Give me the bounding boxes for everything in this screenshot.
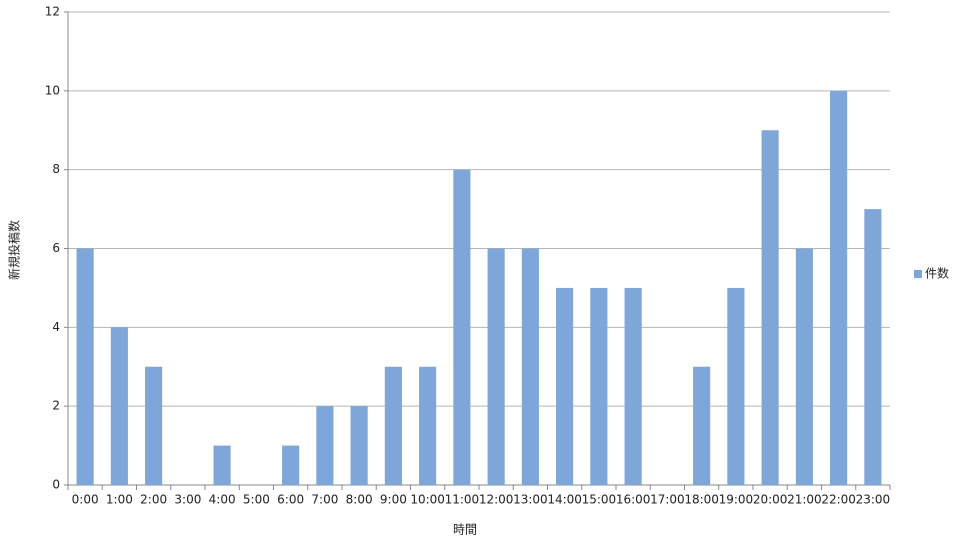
bar <box>487 248 505 485</box>
x-tick-label: 8:00 <box>346 493 373 507</box>
x-tick-label: 14:00 <box>547 493 582 507</box>
bar <box>556 287 574 485</box>
x-tick-label: 16:00 <box>616 493 651 507</box>
y-tick-label: 8 <box>52 162 60 176</box>
x-tick-label: 12:00 <box>479 493 514 507</box>
x-tick-label: 20:00 <box>753 493 788 507</box>
x-tick-label: 4:00 <box>209 493 236 507</box>
bar <box>795 248 813 485</box>
y-tick-label: 10 <box>45 83 60 97</box>
x-tick-label: 15:00 <box>582 493 617 507</box>
x-tick-label: 22:00 <box>821 493 856 507</box>
bar <box>213 445 231 485</box>
bar <box>76 248 94 485</box>
bar <box>384 366 402 485</box>
bar <box>864 209 882 486</box>
x-tick-label: 1:00 <box>106 493 133 507</box>
bar <box>316 406 334 485</box>
bar <box>110 327 128 485</box>
bar <box>419 366 437 485</box>
y-axis-label: 新規投稿数 <box>7 220 22 280</box>
x-tick-label: 17:00 <box>650 493 685 507</box>
y-tick-label: 4 <box>52 320 60 334</box>
bar <box>624 287 642 485</box>
legend-label: 件数 <box>925 266 949 281</box>
x-tick-label: 18:00 <box>684 493 719 507</box>
x-tick-label: 21:00 <box>787 493 822 507</box>
y-tick-label: 12 <box>45 5 60 19</box>
x-tick-label: 6:00 <box>277 493 304 507</box>
x-tick-label: 23:00 <box>856 493 891 507</box>
x-tick-label: 13:00 <box>513 493 548 507</box>
x-tick-label: 3:00 <box>174 493 201 507</box>
x-tick-label: 11:00 <box>445 493 480 507</box>
bar <box>453 169 471 485</box>
bar <box>521 248 539 485</box>
x-tick-label: 19:00 <box>719 493 754 507</box>
x-tick-label: 0:00 <box>72 493 99 507</box>
x-tick-label: 2:00 <box>140 493 167 507</box>
x-tick-label: 5:00 <box>243 493 270 507</box>
bar <box>727 287 745 485</box>
y-tick-label: 0 <box>52 478 60 492</box>
bar <box>830 90 848 485</box>
y-tick-label: 2 <box>52 399 60 413</box>
x-tick-label: 7:00 <box>311 493 338 507</box>
x-tick-label: 10:00 <box>410 493 445 507</box>
y-tick-label: 6 <box>52 241 60 255</box>
bar <box>350 406 368 485</box>
x-axis-label: 時間 <box>453 523 477 537</box>
legend-swatch <box>914 270 922 278</box>
bar <box>145 366 163 485</box>
bar <box>282 445 300 485</box>
bar <box>693 366 711 485</box>
bar <box>590 287 608 485</box>
bar <box>761 130 779 485</box>
x-tick-label: 9:00 <box>380 493 407 507</box>
